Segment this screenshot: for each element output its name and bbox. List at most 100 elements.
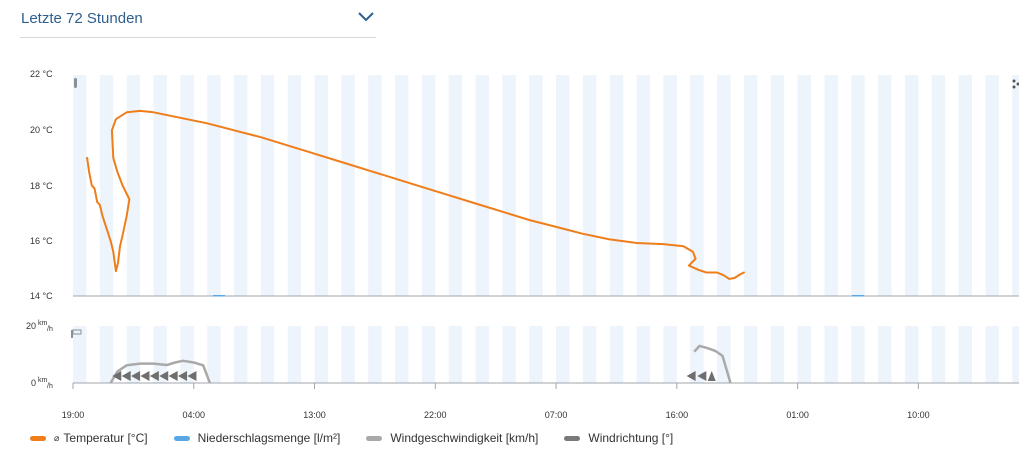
legend-label: Temperatur [°C] [63, 431, 148, 445]
weather-symbol-icon [1012, 79, 1019, 89]
hour-stripe [180, 75, 194, 296]
precipitation-marker [213, 295, 225, 297]
chevron-down-icon [358, 12, 374, 22]
hour-stripe [797, 75, 812, 296]
hour-stripe [636, 75, 650, 296]
hour-stripe [663, 326, 677, 383]
hour-stripe [1012, 75, 1019, 296]
hour-stripe [931, 75, 946, 296]
average-symbol: ⌀ [54, 432, 60, 443]
hour-stripe [958, 75, 973, 296]
hour-stripe [582, 75, 597, 296]
wind-direction-arrow [707, 371, 716, 381]
legend-swatch [30, 435, 46, 441]
svg-text:km: km [38, 377, 48, 384]
time-range-label: Letzte 72 Stunden [21, 10, 143, 27]
legend-label: Niederschlagsmenge [l/m²] [197, 431, 341, 445]
y-tick-label: 20 °C [30, 125, 53, 135]
weather-chart: 22 °C 20 °C 18 °C 16 °C 14 °C 20 km /h 0… [26, 69, 1019, 420]
hour-stripe [556, 75, 570, 296]
hour-stripe [743, 75, 758, 296]
hour-stripe [985, 75, 999, 296]
hour-stripe [99, 326, 114, 383]
hour-stripe [368, 326, 382, 383]
hour-stripe [73, 326, 87, 383]
legend-swatch [366, 435, 383, 441]
legend-swatch [173, 435, 190, 441]
hour-stripe [502, 326, 516, 383]
wind-direction-arrow [187, 371, 197, 381]
hour-stripe [878, 326, 892, 383]
legend-item-wind-speed[interactable]: Windgeschwindigkeit [km/h] [366, 431, 538, 445]
hour-stripe [73, 75, 87, 296]
hour-stripe [287, 75, 302, 296]
hour-stripe [314, 75, 328, 296]
time-range-dropdown[interactable]: Letzte 72 Stunden [20, 0, 376, 38]
legend-label: Windrichtung [°] [588, 431, 674, 445]
y-tick-label: 18 °C [30, 181, 53, 191]
hour-stripe [421, 326, 436, 383]
hour-stripe [153, 75, 167, 296]
hour-stripe [904, 326, 919, 383]
wind-direction-arrow [168, 371, 178, 381]
wind-direction-arrow [159, 371, 169, 381]
svg-text:/h: /h [47, 383, 53, 390]
hour-stripe [234, 75, 248, 296]
legend-item-wind-direction[interactable]: Windrichtung [°] [564, 431, 673, 445]
x-axis-ticks: 19:00 04:00 13:00 22:00 07:00 16:00 01:00 10:00 [62, 383, 930, 420]
hour-stripe [368, 75, 382, 296]
hour-stripe [207, 75, 221, 296]
wind-y-tick-20: 20 km /h [26, 320, 53, 333]
hour-stripe [395, 75, 409, 296]
legend-item-temperature[interactable]: ⌀ Temperatur [°C] [30, 431, 148, 445]
wind-direction-arrow [131, 371, 141, 381]
wind-direction-arrow [697, 371, 707, 381]
hour-stripe [985, 326, 999, 383]
hour-stripe [421, 75, 436, 296]
hour-stripe [556, 326, 570, 383]
hour-stripe [153, 326, 167, 383]
x-tick-label: 01:00 [786, 410, 809, 420]
hour-stripe [341, 75, 355, 296]
hour-stripe [609, 326, 624, 383]
thermometer-icon [74, 78, 77, 88]
hour-stripe [958, 326, 973, 383]
hour-stripe [126, 326, 141, 383]
hour-stripe [341, 326, 355, 383]
hour-stripe [582, 326, 597, 383]
wind-direction-arrows [112, 371, 716, 381]
wind-y-tick-0: 0 km /h [31, 377, 53, 390]
wind-speed-area [109, 359, 212, 384]
wind-speed-areas [109, 344, 732, 384]
hour-stripe [99, 75, 114, 296]
y-tick-label: 16 °C [30, 236, 53, 246]
hour-stripe [529, 326, 543, 383]
legend-label: Windgeschwindigkeit [km/h] [390, 431, 539, 445]
hour-stripe [609, 75, 624, 296]
hour-stripe [851, 326, 865, 383]
hour-stripe [1012, 326, 1019, 383]
hour-stripe [636, 326, 650, 383]
x-tick-label: 16:00 [666, 410, 689, 420]
x-tick-label: 22:00 [424, 410, 447, 420]
hour-stripe [797, 326, 812, 383]
hour-stripe [475, 75, 489, 296]
precipitation-marker [852, 295, 864, 297]
hour-stripe [690, 326, 704, 383]
hour-stripe [180, 326, 194, 383]
wind-direction-arrow [178, 371, 188, 381]
wind-icon [71, 329, 82, 338]
hour-stripe [260, 326, 275, 383]
hour-stripe [314, 326, 328, 383]
hour-stripe [824, 75, 838, 296]
wind-direction-arrow [140, 371, 150, 381]
hour-stripe [878, 75, 892, 296]
hour-stripe [448, 326, 463, 383]
legend-swatch [564, 435, 581, 441]
legend-item-precipitation[interactable]: Niederschlagsmenge [l/m²] [173, 431, 341, 445]
hour-stripe [502, 75, 516, 296]
hour-stripe [931, 326, 946, 383]
hour-stripe [287, 326, 302, 383]
hour-stripe [717, 75, 731, 296]
hour-stripe [690, 75, 704, 296]
